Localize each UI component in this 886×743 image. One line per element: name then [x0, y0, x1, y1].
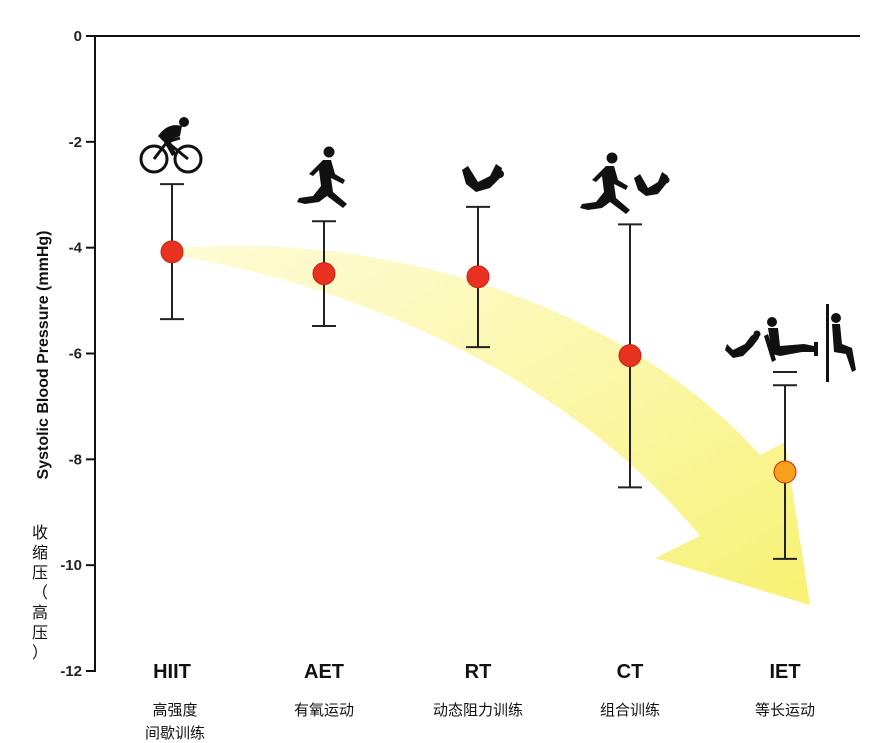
runner-icon — [580, 152, 630, 214]
x-category-label-cn: 间歇训练 — [145, 724, 205, 742]
x-category-label: RT — [465, 661, 492, 683]
trend-arrow — [178, 245, 810, 606]
y-axis-label-cn-char: 压 — [32, 623, 48, 642]
y-axis-label-cn-char: 缩 — [32, 543, 48, 562]
data-point-rt — [466, 265, 490, 289]
x-category-label: AET — [304, 661, 344, 683]
x-category-label-cn: 等长运动 — [755, 701, 815, 719]
y-axis-label: Systolic Blood Pressure (mmHg) — [35, 231, 52, 480]
data-point-ct — [618, 344, 642, 368]
arm-curl-icon — [725, 330, 761, 358]
y-axis-label-cn-char: 压 — [32, 563, 48, 582]
y-axis-label-cn-char: ） — [32, 643, 48, 662]
runner-icon — [297, 146, 347, 208]
arm-curl-icon — [462, 164, 504, 192]
y-tick-label: -4 — [69, 240, 83, 257]
data-point-hiit — [160, 240, 184, 264]
y-tick-label: -12 — [60, 663, 82, 680]
y-tick-label: -8 — [69, 451, 82, 468]
y-tick-label: -6 — [69, 346, 82, 363]
y-tick-label: 0 — [74, 28, 82, 45]
data-point-aet — [312, 262, 336, 286]
y-tick-label: -10 — [60, 557, 82, 574]
x-category-label: HIIT — [153, 661, 191, 683]
y-tick-label: -2 — [69, 134, 82, 151]
x-category-label: IET — [769, 661, 800, 683]
x-category-label: CT — [617, 661, 644, 683]
y-axis-label-cn-char: （ — [32, 583, 48, 602]
wall-squat-icon — [826, 304, 856, 382]
cyclist-icon — [139, 117, 203, 174]
x-category-label-cn: 动态阻力训练 — [433, 701, 523, 719]
y-axis-label-cn-char: 高 — [32, 603, 48, 622]
x-category-label-cn: 高强度 — [152, 701, 197, 719]
arm-curl-icon — [634, 172, 670, 196]
x-category-label-cn: 有氧运动 — [294, 701, 354, 719]
x-category-label-cn: 组合训练 — [600, 701, 660, 719]
leg-press-icon — [764, 317, 818, 362]
data-point-iet — [773, 460, 797, 484]
y-axis-label-cn-char: 收 — [32, 523, 48, 542]
